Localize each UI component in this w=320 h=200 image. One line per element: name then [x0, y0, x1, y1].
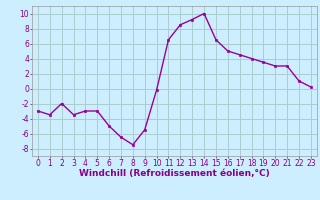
X-axis label: Windchill (Refroidissement éolien,°C): Windchill (Refroidissement éolien,°C) — [79, 169, 270, 178]
